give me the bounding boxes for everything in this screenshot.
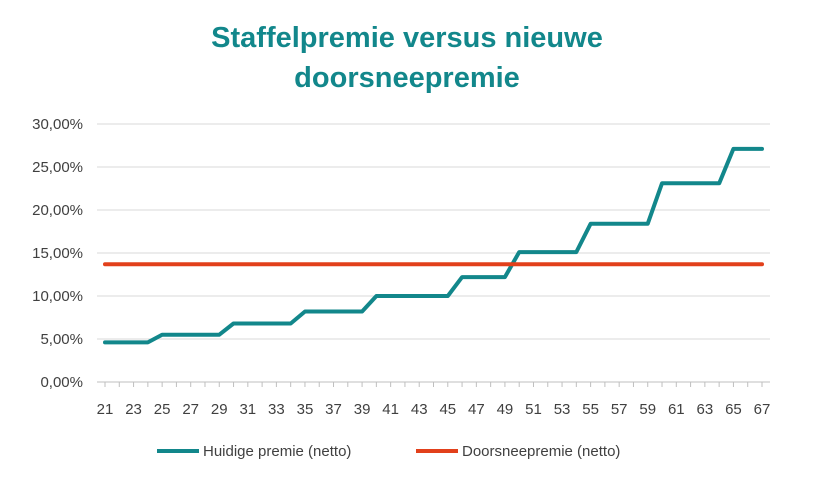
axes: 0,00% 5,00% 10,00% 15,00% 20,00% 25,00% 30,00%… <box>32 116 770 418</box>
legend-label: Doorsneepremie (netto) <box>462 443 620 460</box>
chart-title: Staffelpremie versus nieuwe doorsneeprem… <box>0 18 814 98</box>
chart-title-line-1: Staffelpremie versus nieuwe <box>211 22 603 54</box>
x-tick-label: 61 <box>668 401 685 418</box>
gridlines <box>97 123 770 340</box>
x-tick-label: 21 <box>97 401 114 418</box>
x-tick-label: 49 <box>497 401 514 418</box>
x-tick-label: 51 <box>525 401 542 418</box>
y-tick-label: 15,00% <box>32 245 83 262</box>
series-layer <box>103 146 764 345</box>
x-tick-label: 29 <box>211 401 228 418</box>
x-tick-label: 57 <box>611 401 628 418</box>
x-tick-label: 55 <box>582 401 599 418</box>
y-tick-label: 25,00% <box>32 159 83 176</box>
x-tick-label: 23 <box>125 401 142 418</box>
x-tick-label: 41 <box>382 401 399 418</box>
x-tick-label: 53 <box>554 401 571 418</box>
x-tick-label: 39 <box>354 401 371 418</box>
y-tick-label: 0,00% <box>40 374 83 391</box>
y-tick-label: 20,00% <box>32 202 83 219</box>
x-tick-label: 43 <box>411 401 428 418</box>
series-line-0 <box>103 146 764 345</box>
y-tick-label: 5,00% <box>40 331 83 348</box>
x-tick-label: 31 <box>239 401 256 418</box>
x-tick-label: 47 <box>468 401 485 418</box>
x-tick-label: 67 <box>754 401 771 418</box>
x-tick-label: 63 <box>697 401 714 418</box>
legend: Huidige premie (netto) Doorsneepremie (ne… <box>157 443 620 460</box>
x-tick-label: 59 <box>639 401 656 418</box>
x-tick-label: 27 <box>182 401 199 418</box>
x-tick-label: 25 <box>154 401 171 418</box>
y-tick-label: 10,00% <box>32 288 83 305</box>
legend-label: Huidige premie (netto) <box>203 443 351 460</box>
x-tick-label: 65 <box>725 401 742 418</box>
x-tick-label: 37 <box>325 401 342 418</box>
x-tick-label: 33 <box>268 401 285 418</box>
chart-title-line-2: doorsneepremie <box>294 62 520 94</box>
y-tick-label: 30,00% <box>32 116 83 133</box>
x-tick-label: 35 <box>297 401 314 418</box>
x-tick-label: 45 <box>439 401 456 418</box>
